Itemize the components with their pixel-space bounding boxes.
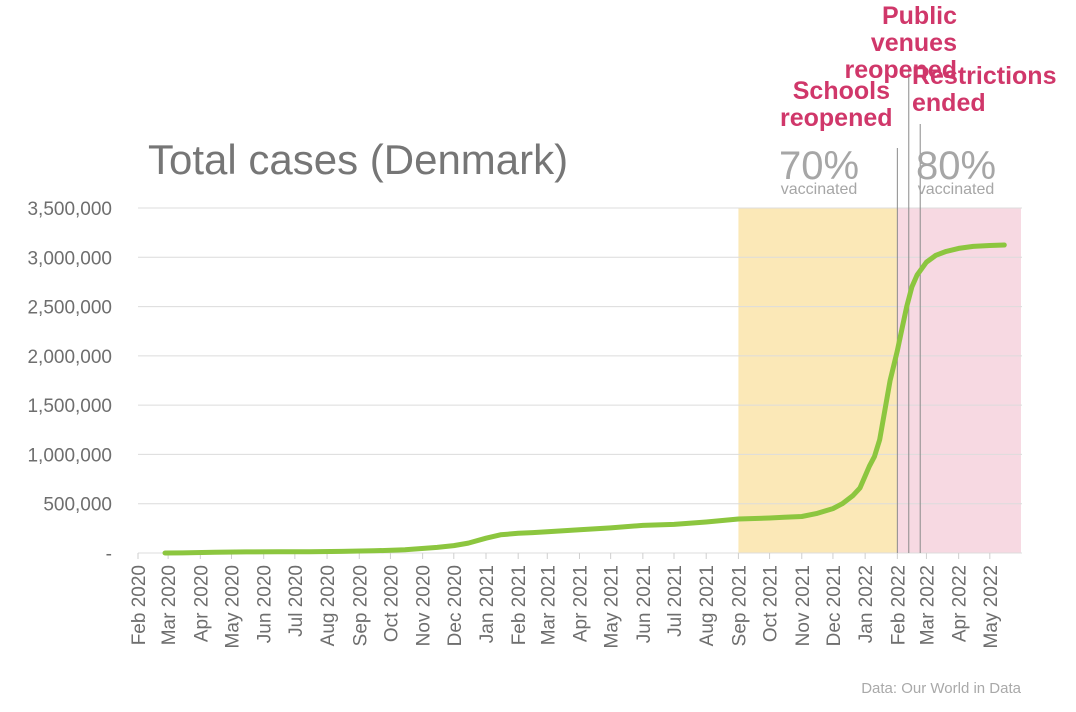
x-tick-label-3: May 2020	[222, 565, 243, 648]
y-tick-label-7: 3,500,000	[27, 199, 112, 220]
x-tick-label-10: Dec 2020	[445, 565, 466, 646]
vaccinated-70-label: vaccinated	[780, 181, 858, 198]
x-tick-label-7: Sep 2020	[350, 565, 371, 646]
y-tick-label-0: -	[106, 544, 112, 565]
x-tick-label-20: Oct 2021	[761, 565, 782, 642]
vaccinated-70-annotation: 70% vaccinated	[768, 146, 870, 198]
x-tick-label-14: Apr 2021	[570, 565, 591, 642]
vaccinated-80-label: vaccinated	[917, 181, 995, 198]
y-tick-label-6: 3,000,000	[27, 248, 112, 269]
x-tick-label-6: Aug 2020	[318, 565, 339, 646]
grid-lines	[138, 207, 1022, 554]
x-tick-label-24: Feb 2022	[888, 565, 909, 645]
x-tick-label-15: May 2021	[602, 565, 623, 648]
x-tick-label-12: Feb 2021	[509, 565, 530, 645]
x-tick-label-9: Nov 2020	[414, 565, 435, 646]
x-tick-label-21: Nov 2021	[793, 565, 814, 646]
chart-title: Total cases (Denmark)	[148, 136, 569, 183]
y-tick-label-3: 1,500,000	[27, 396, 112, 417]
event-label-venues: Public venues reopened	[844, 2, 957, 84]
x-tick-label-11: Jan 2021	[477, 565, 498, 643]
series-layer	[162, 242, 1007, 556]
x-tick-label-2: Apr 2020	[191, 565, 212, 642]
x-tick-label-13: Mar 2021	[538, 565, 559, 645]
y-axis: - 500,000 1,000,000 1,500,000 2,000,000 2,500…	[27, 199, 112, 565]
shaded-region-0	[738, 208, 898, 553]
x-tick-label-22: Dec 2021	[824, 565, 845, 646]
x-tick-label-5: Jul 2020	[286, 565, 307, 637]
vaccinated-70-percent: 70%	[778, 144, 860, 188]
x-axis: Feb 2020 Mar 2020 Apr 2020 May 2020 Jun 2020…	[129, 553, 1002, 648]
x-tick-label-16: Jun 2021	[634, 565, 655, 643]
x-tick-label-1: Mar 2020	[159, 565, 180, 645]
y-tick-label-4: 2,000,000	[27, 347, 112, 368]
series-line-total-cases	[162, 242, 1007, 556]
y-tick-label-5: 2,500,000	[27, 298, 112, 319]
x-tick-label-26: Apr 2022	[950, 565, 971, 642]
x-tick-label-23: Jan 2022	[856, 565, 877, 643]
vaccinated-80-percent: 80%	[915, 144, 997, 188]
x-tick-label-25: Mar 2022	[917, 565, 938, 645]
vaccinated-80-annotation: 80% vaccinated	[905, 146, 1007, 198]
event-label-schools: Schools reopened	[780, 77, 893, 132]
x-tick-label-8: Oct 2020	[381, 565, 402, 642]
event-label-restrictions: Restrictions ended	[912, 62, 1057, 117]
y-tick-label-2: 1,000,000	[27, 445, 112, 466]
x-tick-label-0: Feb 2020	[129, 565, 150, 645]
x-tick-label-4: Jun 2020	[255, 565, 276, 643]
x-tick-label-27: May 2022	[981, 565, 1002, 648]
y-tick-label-1: 500,000	[43, 495, 112, 516]
x-tick-label-17: Jul 2021	[665, 565, 686, 637]
shaded-region-1	[897, 208, 1021, 553]
data-source: Data: Our World in Data	[861, 680, 1021, 697]
x-tick-label-18: Aug 2021	[697, 565, 718, 646]
x-tick-label-19: Sep 2021	[729, 565, 750, 646]
shaded-regions	[738, 208, 1021, 553]
